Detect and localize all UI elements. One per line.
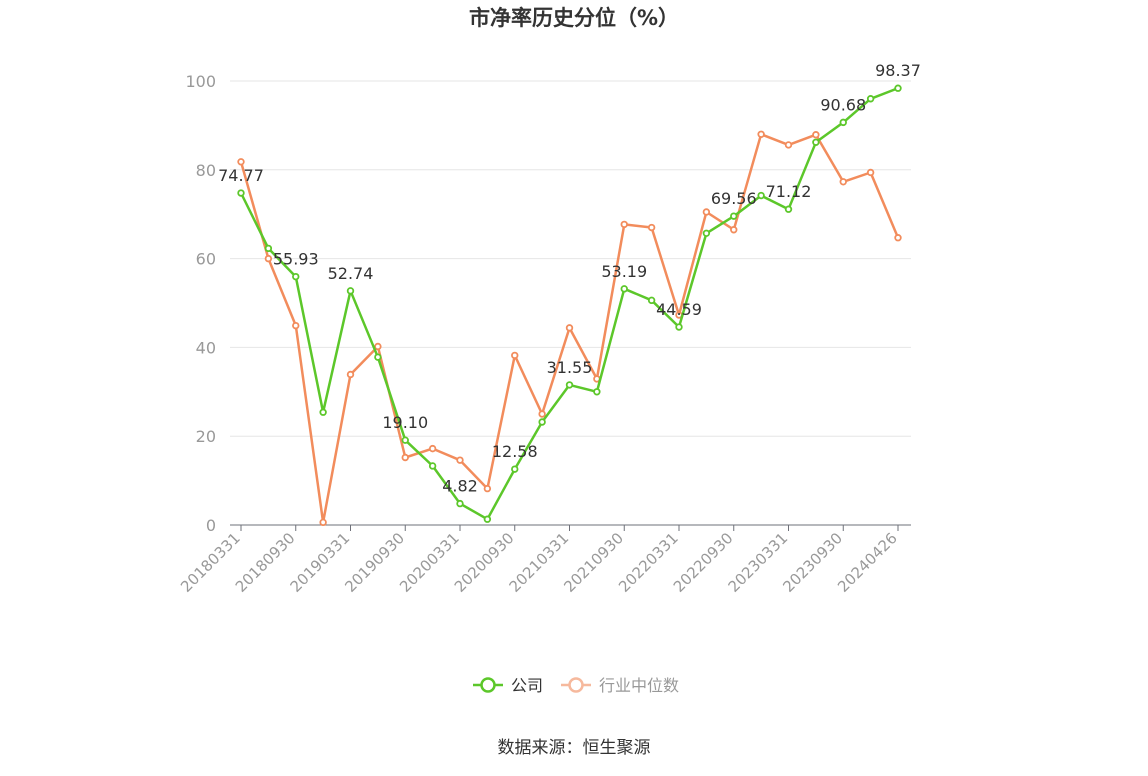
data-label-20220930: 69.56 [711,189,757,208]
legend-swatch-circle [568,677,584,693]
data-labels: 74.77 55.93 52.74 19.10 4.82 12.58 31.55 53.19 4… [218,61,921,495]
data-point-company-20221231[interactable] [757,191,765,200]
data-label-20190930: 19.10 [382,413,428,432]
data-point-company-20191231[interactable] [428,462,437,470]
data-label-20200331: 4.82 [442,477,478,496]
data-point-industry-median-20190630[interactable] [374,342,382,351]
data-label-20180331: 74.77 [218,166,264,185]
series-line-company [239,87,899,521]
legend-item-industry-median[interactable]: 行业中位数 [561,676,679,695]
data-point-industry-median-20210930[interactable] [620,220,628,229]
data-point-company-20220930[interactable] [730,212,738,220]
data-point-industry-median-20180331[interactable] [237,158,245,166]
data-label-20230930: 90.68 [820,95,866,114]
data-point-industry-median-20220930[interactable] [730,226,738,234]
data-label-20190331: 52.74 [328,264,374,283]
data-label-20210331: 31.55 [547,358,593,377]
data-point-industry-median-20210331[interactable] [565,324,574,332]
data-point-industry-median-20211231[interactable] [647,223,656,232]
legend[interactable]: 公司 行业中位数 [473,676,679,695]
y-tick-label-40: 40 [196,338,216,357]
data-point-company-20230630[interactable] [812,138,820,146]
data-point-company-20190331[interactable] [346,287,355,295]
legend-label: 行业中位数 [599,676,679,695]
data-point-company-20200930[interactable] [511,465,519,473]
y-tick-label-20: 20 [196,427,216,446]
y-tick-label-100: 100 [185,72,216,91]
data-point-industry-median-20220630[interactable] [702,208,711,216]
data-point-company-20240426[interactable] [894,84,902,92]
grid-lines [230,80,911,437]
series-layer [237,84,902,527]
y-tick-label-80: 80 [196,161,216,180]
data-point-company-20230331[interactable] [784,205,793,213]
data-point-industry-median-20201231[interactable] [538,410,546,418]
data-point-company-20180331[interactable] [237,189,245,197]
data-point-industry-median-20231231[interactable] [866,168,875,177]
data-label-20220331: 44.59 [656,300,702,319]
chart-title: 市净率历史分位（%） [468,6,680,30]
data-point-company-20210331[interactable] [565,381,574,389]
legend-item-company[interactable]: 公司 [473,676,543,695]
y-tick-label-0: 0 [206,516,216,535]
x-axis: 2018033120180930201903312019093020200331… [177,524,911,596]
data-point-company-20211231[interactable] [647,296,656,305]
data-point-industry-median-20190930[interactable] [401,453,409,462]
data-point-industry-median-20240426[interactable] [894,234,902,242]
data-point-industry-median-20200331[interactable] [456,456,464,464]
data-point-industry-median-20181231[interactable] [319,518,327,527]
data-label-20200930: 12.58 [492,442,538,461]
data-point-industry-median-20221231[interactable] [757,130,765,138]
data-point-company-20220331[interactable] [675,323,683,331]
data-point-industry-median-20180630[interactable] [264,254,273,263]
legend-swatch-circle [480,677,496,693]
data-label-20230331: 71.12 [766,182,812,201]
data-point-industry-median-20200930[interactable] [511,351,519,360]
data-point-company-20231231[interactable] [866,95,875,103]
x-tick-label-20240426: 20240426 [834,529,901,596]
data-point-industry-median-20200630[interactable] [483,484,492,493]
data-point-company-20181231[interactable] [319,408,327,416]
data-point-industry-median-20230331[interactable] [784,141,793,149]
data-point-company-20190930[interactable] [401,436,409,444]
data-point-company-20201231[interactable] [538,418,546,426]
data-point-industry-median-20230630[interactable] [812,131,820,139]
data-point-company-20180930[interactable] [292,272,300,281]
data-point-company-20230930[interactable] [839,118,847,127]
data-point-company-20210930[interactable] [620,285,628,293]
data-point-industry-median-20230930[interactable] [839,178,847,186]
data-label-20180930: 55.93 [273,250,319,269]
data-label-20240426: 98.37 [875,61,921,80]
data-point-company-20200331[interactable] [456,499,464,508]
data-point-industry-median-20180930[interactable] [292,321,300,330]
y-tick-label-60: 60 [196,250,216,269]
source-note: 数据来源：恒生聚源 [497,738,651,758]
legend-label: 公司 [511,676,543,695]
data-point-company-20190630[interactable] [374,353,382,361]
data-point-industry-median-20191231[interactable] [428,444,437,453]
data-point-company-20180630[interactable] [264,244,273,253]
data-point-company-20220630[interactable] [702,229,711,237]
data-label-20210930: 53.19 [601,262,647,281]
data-point-industry-median-20190331[interactable] [346,370,355,379]
data-point-company-20200630[interactable] [483,515,492,523]
y-axis: 0 20 40 60 80 100 [185,72,216,535]
data-point-company-20210630[interactable] [593,388,601,396]
